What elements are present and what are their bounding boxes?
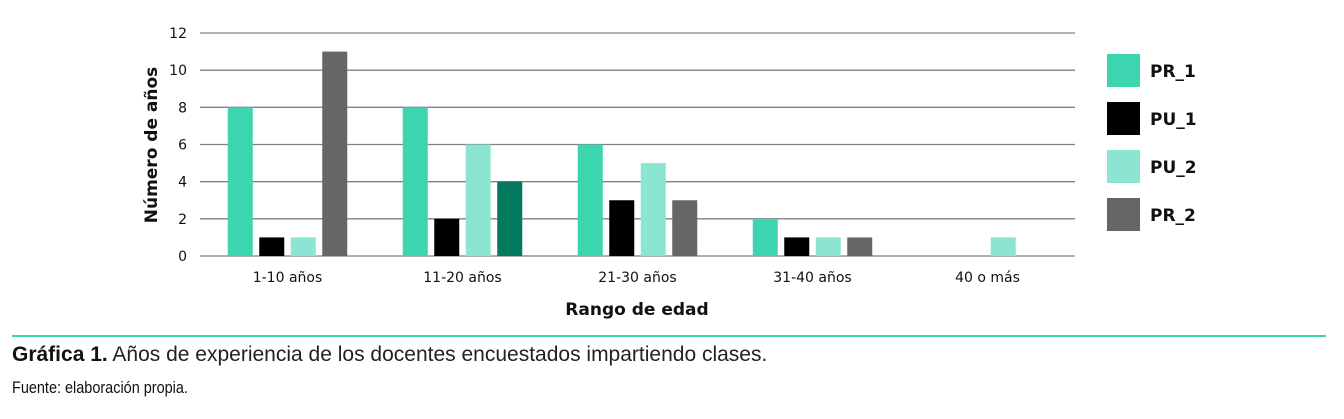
legend-label: PR_2 (1150, 206, 1196, 226)
bar-pu_1-3 (784, 237, 810, 256)
caption-label: Gráfica 1. (12, 343, 108, 366)
bar-pr_1-2 (577, 144, 603, 256)
legend-swatch-pu_1 (1107, 102, 1140, 135)
x-tick-label: 40 o más (955, 270, 1020, 286)
legend-label: PR_1 (1150, 62, 1196, 82)
bar-pu_1-2 (609, 200, 635, 256)
bar-pu_2-0 (290, 237, 316, 256)
bar-pu_1-1 (434, 218, 460, 256)
x-tick-label: 21-30 años (598, 270, 676, 286)
x-tick-label: 31-40 años (773, 270, 851, 286)
legend-label: PU_2 (1150, 158, 1197, 178)
bar-pu_2-2 (640, 163, 666, 256)
bar-pr_2-3 (847, 237, 873, 256)
x-tick-label: 1-10 años (253, 270, 323, 286)
bar-pr_1-0 (227, 107, 253, 256)
legend-swatch-pr_1 (1107, 54, 1140, 87)
y-axis-title: Número de años (142, 67, 162, 224)
bar-pu_2-3 (815, 237, 841, 256)
bar-pr_1-3 (752, 218, 778, 256)
y-tick-label: 6 (178, 138, 187, 154)
y-tick-label: 2 (178, 212, 187, 228)
figure-source: Fuente: elaboración propia. (12, 378, 188, 397)
x-axis-title: Rango de edad (565, 300, 708, 320)
caption-text: Años de experiencia de los docentes encu… (107, 343, 768, 366)
figure-caption: Gráfica 1. Años de experiencia de los do… (12, 343, 767, 367)
y-tick-label: 8 (178, 100, 187, 116)
legend-label: PU_1 (1150, 110, 1197, 130)
bar-pu_2-1 (465, 144, 491, 256)
y-tick-label: 12 (169, 26, 187, 42)
bar-pr_2-1 (497, 181, 523, 256)
bar-pr_2-2 (672, 200, 698, 256)
y-tick-label: 10 (169, 63, 187, 79)
caption-divider (12, 335, 1326, 337)
legend-swatch-pr_2 (1107, 198, 1140, 231)
bar-pr_2-0 (322, 51, 348, 257)
x-tick-label: 11-20 años (423, 270, 501, 286)
legend-swatch-pu_2 (1107, 150, 1140, 183)
bar-pr_1-1 (402, 107, 428, 256)
bar-chart: 0 2 4 6 8 10 12 1-10 años 11-20 años 21-30 años 3… (142, 26, 1197, 320)
y-tick-label: 4 (178, 175, 187, 191)
bar-pu_1-0 (259, 237, 285, 256)
y-tick-label: 0 (178, 249, 187, 265)
bar-pu_2-4 (990, 237, 1016, 256)
